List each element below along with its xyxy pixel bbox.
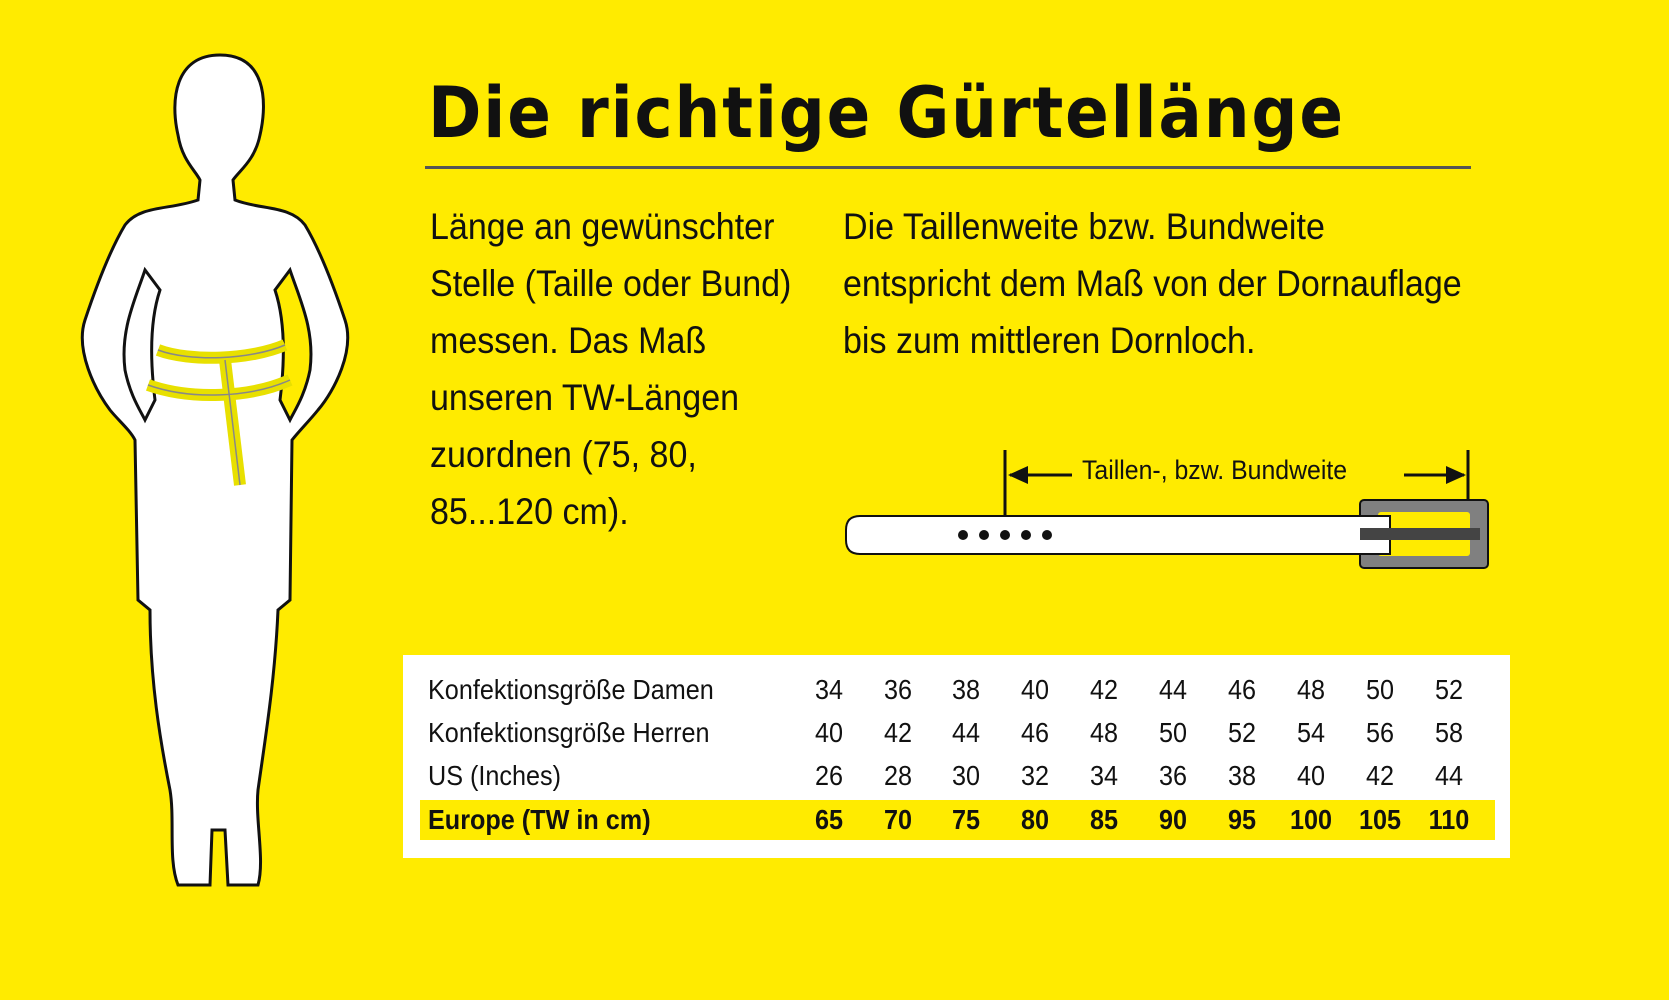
table-cell: 34 — [814, 674, 844, 705]
table-cell: 44 — [1434, 760, 1464, 791]
table-cell: 46 — [1020, 717, 1050, 748]
belt-strap — [845, 515, 1391, 555]
divider — [425, 166, 1471, 169]
table-row: Europe (TW in cm) 65 70 75 80 85 90 95 100 105 110 — [420, 800, 1495, 840]
arrow-right-icon — [1404, 466, 1466, 484]
table-cell: 46 — [1227, 674, 1257, 705]
table-cell: 40 — [814, 717, 844, 748]
table-cell: 32 — [1020, 760, 1050, 791]
table-cell: 44 — [1158, 674, 1188, 705]
table-cell: 28 — [883, 760, 913, 791]
table-cell: 38 — [1227, 760, 1257, 791]
table-cell: 48 — [1089, 717, 1119, 748]
table-cell: 56 — [1365, 717, 1395, 748]
table-row: US (Inches) 26 28 30 32 34 36 38 40 42 44 — [403, 756, 1510, 796]
table-cell: 48 — [1296, 674, 1326, 705]
table-cell: 50 — [1158, 717, 1188, 748]
size-table: Konfektionsgröße Damen 34 36 38 40 42 44 46 48 50… — [403, 655, 1510, 858]
table-cell: 40 — [1296, 760, 1326, 791]
row-label: Europe (TW in cm) — [428, 804, 651, 835]
row-label: Konfektionsgröße Herren — [428, 717, 710, 748]
table-cell: 26 — [814, 760, 844, 791]
figure-silhouette — [80, 53, 350, 887]
table-cell: 105 — [1358, 804, 1402, 835]
row-label: Konfektionsgröße Damen — [428, 674, 714, 705]
table-cell: 90 — [1158, 804, 1188, 835]
table-cell: 65 — [814, 804, 844, 835]
table-cell: 70 — [883, 804, 913, 835]
waist-definition: Die Taillenweite bzw. Bundweite entspric… — [843, 206, 1462, 361]
table-cell: 42 — [1089, 674, 1119, 705]
table-cell: 95 — [1227, 804, 1257, 835]
table-row: Konfektionsgröße Herren 40 42 44 46 48 50 52 54 5… — [403, 713, 1510, 753]
table-cell: 36 — [883, 674, 913, 705]
table-cell: 44 — [951, 717, 981, 748]
table-cell: 30 — [951, 760, 981, 791]
row-label: US (Inches) — [428, 760, 562, 791]
table-cell: 54 — [1296, 717, 1326, 748]
arrow-left-icon — [1008, 466, 1072, 484]
table-cell: 36 — [1158, 760, 1188, 791]
measuring-instructions: Länge an gewünschter Stelle (Taille oder… — [430, 206, 792, 532]
belt-diagram — [845, 450, 1489, 569]
table-cell: 75 — [951, 804, 981, 835]
table-cell: 50 — [1365, 674, 1395, 705]
belt-measure-label: Taillen-, bzw. Bundweite — [1082, 455, 1348, 485]
table-cell: 100 — [1289, 804, 1333, 835]
table-cell: 110 — [1428, 804, 1470, 835]
table-cell: 80 — [1020, 804, 1050, 835]
table-cell: 40 — [1020, 674, 1050, 705]
page-title: Die richtige Gürtellänge — [428, 72, 1345, 154]
table-cell: 34 — [1089, 760, 1119, 791]
table-cell: 58 — [1434, 717, 1464, 748]
table-cell: 85 — [1089, 804, 1119, 835]
table-cell: 38 — [951, 674, 981, 705]
table-cell: 52 — [1434, 674, 1464, 705]
belt-holes — [958, 530, 1052, 540]
table-cell: 42 — [883, 717, 913, 748]
table-cell: 52 — [1227, 717, 1257, 748]
table-row: Konfektionsgröße Damen 34 36 38 40 42 44 46 48 50… — [403, 670, 1510, 710]
table-cell: 42 — [1365, 760, 1395, 791]
